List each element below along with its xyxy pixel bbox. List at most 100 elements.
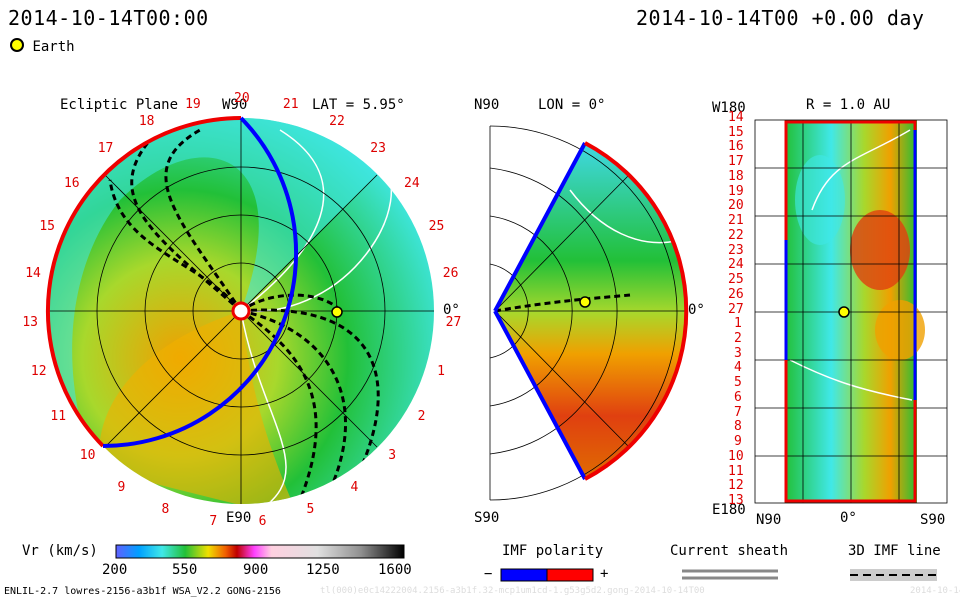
radial-x-label-0: 0°	[840, 510, 857, 526]
meridional-lon-label: LON = 0°	[538, 97, 606, 113]
radial-y-label: 3	[734, 345, 742, 361]
carrington-label: 2	[417, 409, 426, 424]
radial-y-label: 7	[734, 404, 742, 420]
earth-icon-meridional	[579, 296, 591, 308]
radial-y-label: 13	[728, 493, 744, 508]
radial-x-label-s90: S90	[920, 512, 946, 528]
carrington-label: 21	[282, 96, 299, 112]
ecliptic-top-label: W90	[222, 97, 248, 113]
radial-top-left-label: W180	[712, 100, 746, 116]
imf-polarity-plus: +	[600, 566, 609, 582]
carrington-label: 1	[437, 363, 445, 379]
carrington-label: 22	[329, 113, 345, 129]
carrington-label: 7	[209, 513, 218, 529]
radial-y-label: 5	[734, 375, 742, 391]
radial-y-label: 26	[728, 286, 744, 302]
radial-y-label: 21	[728, 213, 744, 229]
carrington-label: 8	[161, 502, 170, 518]
meridional-boundary-top	[493, 142, 587, 312]
colorbar-tick-900: 900	[243, 562, 269, 578]
carrington-label: 16	[63, 176, 80, 192]
carrington-label: 11	[50, 409, 67, 424]
imf-polarity-label: IMF polarity	[502, 543, 604, 559]
meridional-wedge	[495, 143, 687, 479]
earth-legend: Earth	[10, 38, 75, 55]
radial-y-label: 25	[728, 272, 744, 288]
radial-y-label: 14	[728, 110, 744, 125]
carrington-label: 5	[306, 502, 315, 518]
meridional-right-label: 0°	[688, 302, 705, 318]
radial-y-label: 24	[728, 257, 744, 273]
carrington-label: 6	[258, 513, 267, 529]
radial-y-label: 16	[728, 139, 744, 155]
ecliptic-lat-label: LAT = 5.95°	[312, 97, 405, 113]
carrington-label: 19	[185, 96, 201, 112]
current-sheath-label: Current sheath	[670, 543, 789, 559]
colorbar-label: Vr (km/s)	[22, 543, 98, 559]
carrington-label: 23	[370, 140, 386, 156]
carrington-label: 24	[404, 176, 420, 192]
radial-y-label: 11	[728, 463, 744, 479]
carrington-label: 27	[445, 315, 462, 331]
colorbar-tick-550: 550	[172, 562, 198, 578]
carrington-label: 4	[350, 480, 359, 496]
ecliptic-bottom-label: E90	[226, 510, 252, 526]
radial-y-label: 2	[734, 330, 742, 346]
imf-polarity-positive	[546, 568, 594, 582]
meridional-grid	[489, 125, 685, 501]
radial-y-label: 17	[728, 154, 744, 170]
ecliptic-boundary-positive	[45, 116, 242, 448]
left-timestamp: 2014-10-14T00:00	[8, 6, 209, 30]
radial-y-label: 10	[728, 448, 744, 464]
ecliptic-right-label: 0°	[443, 302, 460, 318]
carrington-label: 10	[79, 448, 96, 464]
radial-map	[785, 120, 925, 503]
radial-y-label: 12	[728, 478, 744, 494]
imf-polarity-minus: −	[484, 566, 493, 582]
meridional-top-label: N90	[474, 97, 500, 113]
radial-y-label: 18	[728, 168, 744, 184]
carrington-label: 14	[25, 266, 41, 282]
colorbar-tick-200: 200	[102, 562, 128, 578]
radial-y-label: 27	[728, 301, 744, 317]
meridional-bottom-label: S90	[474, 510, 500, 526]
carrington-label: 3	[388, 448, 397, 464]
radial-y-label: 4	[734, 360, 742, 376]
radial-y-label: 19	[728, 183, 744, 199]
footer-model: ENLIL-2.7 lowres-2156-a3b1f WSA_V2.2 GON…	[4, 586, 281, 597]
sun-icon	[231, 301, 251, 321]
radial-y-label: 6	[734, 389, 742, 405]
carrington-label: 18	[138, 113, 155, 129]
colorbar-tick-1600: 1600	[378, 562, 412, 578]
ecliptic-boundary-negative	[102, 116, 299, 448]
imf-line-label: 3D IMF line	[848, 543, 941, 559]
earth-icon	[331, 306, 343, 318]
carrington-label: 26	[442, 266, 459, 282]
radial-y-label: 20	[728, 198, 744, 214]
radial-y-label: 22	[728, 227, 744, 243]
carrington-label: 25	[428, 219, 445, 235]
colorbar	[115, 544, 405, 559]
radial-y-label: 23	[728, 242, 744, 258]
radial-bottom-left-label: E180	[712, 502, 746, 518]
radial-y-label: 15	[728, 124, 744, 140]
carrington-label: 15	[39, 219, 55, 235]
meridional-boundary-arc	[584, 141, 689, 481]
carrington-label: 17	[97, 140, 114, 156]
footer-run-id: tl(000)e0c14222004.2156-a3b1f.32-mcp1um1…	[320, 586, 705, 596]
radial-y-label: 1	[734, 316, 742, 332]
right-timestamp: 2014-10-14T00 +0.00 day	[636, 6, 925, 30]
colorbar-tick-1250: 1250	[306, 562, 340, 578]
carrington-label: 12	[30, 363, 47, 379]
earth-icon-radial	[838, 306, 850, 318]
carrington-label: 9	[117, 480, 126, 496]
radial-y-label: 9	[734, 434, 742, 450]
carrington-label: 20	[234, 91, 250, 106]
radial-y-label: 8	[734, 419, 742, 435]
carrington-label: 13	[22, 315, 38, 331]
meridional-boundary-bottom	[493, 310, 587, 480]
footer-date: 2014-10-14	[910, 586, 960, 596]
ecliptic-title: Ecliptic Plane	[60, 97, 179, 113]
earth-marker-icon	[10, 38, 24, 52]
